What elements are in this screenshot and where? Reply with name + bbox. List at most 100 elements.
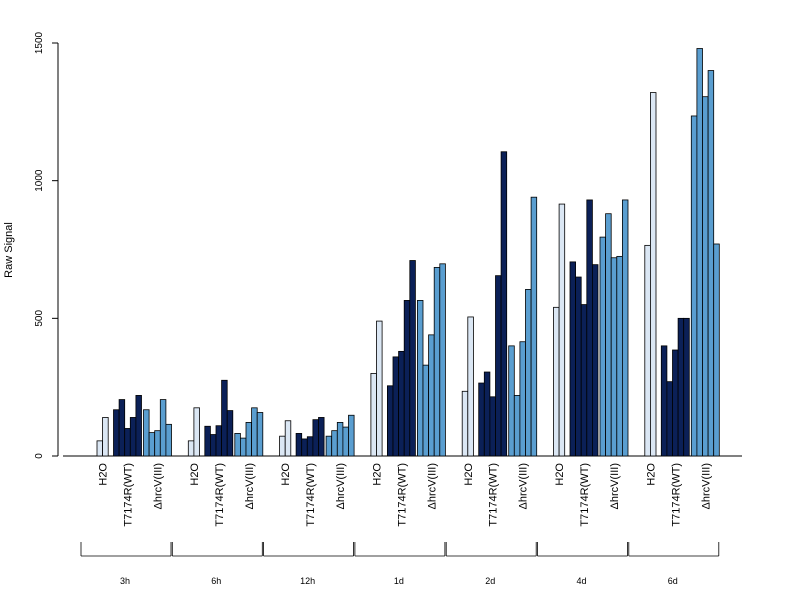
y-tick-label: 500	[34, 310, 45, 327]
bar	[428, 334, 435, 457]
bar	[256, 412, 264, 457]
condition-label: H2O	[463, 463, 475, 486]
condition-label: T7174R(WT)	[214, 463, 226, 527]
time-label: 2d	[485, 576, 495, 586]
bar	[96, 440, 103, 457]
bar	[403, 300, 411, 457]
condition-label: T7174R(WT)	[396, 463, 408, 527]
bar	[702, 96, 709, 457]
bar	[386, 385, 394, 457]
bar	[226, 410, 234, 457]
condition-label: H2O	[189, 463, 201, 486]
time-label: 4d	[576, 576, 586, 586]
time-label: 6h	[211, 576, 221, 586]
bar	[530, 196, 538, 457]
bar	[599, 236, 606, 457]
bar	[461, 390, 469, 457]
bar	[295, 433, 303, 457]
condition-label: H2O	[554, 463, 566, 486]
bar	[154, 430, 161, 457]
bar	[221, 379, 228, 457]
bar	[239, 437, 247, 457]
bar	[113, 409, 120, 457]
condition-label: T7174R(WT)	[123, 463, 135, 527]
y-axis-label: Raw Signal	[3, 222, 15, 278]
bar	[660, 345, 668, 457]
bar	[245, 422, 252, 457]
condition-label: ΔhrcV(III)	[426, 463, 438, 509]
condition-label: ΔhrcV(III)	[609, 463, 621, 509]
bar	[519, 341, 526, 457]
bar	[129, 417, 137, 457]
bar	[500, 151, 508, 457]
bar	[683, 317, 690, 457]
bar	[312, 419, 319, 457]
bar	[586, 199, 593, 457]
condition-label: T7174R(WT)	[579, 463, 591, 527]
bar	[644, 244, 651, 457]
bar	[592, 264, 599, 457]
bar	[318, 417, 325, 457]
bar	[525, 289, 532, 457]
bar	[478, 382, 485, 457]
bar	[569, 261, 576, 457]
labels-layer: 0 500 1000 1500 H2O T7174R(WT) ΔhrcV(III) 3h H2O…	[34, 31, 712, 586]
bar	[159, 399, 167, 457]
bar	[118, 399, 126, 457]
time-label: 3h	[120, 576, 130, 586]
time-label: 12h	[300, 576, 315, 586]
condition-label: ΔhrcV(III)	[700, 463, 712, 509]
bar	[416, 300, 424, 457]
bar	[193, 407, 200, 457]
bar	[124, 428, 131, 457]
condition-label: H2O	[645, 463, 657, 486]
bar	[148, 432, 156, 457]
bar	[508, 345, 515, 457]
bar	[433, 266, 441, 457]
bar	[558, 203, 566, 457]
bar	[575, 276, 582, 457]
bar	[483, 371, 491, 457]
y-tick-label: 1000	[34, 169, 45, 192]
bar	[580, 304, 588, 457]
bar	[650, 92, 657, 457]
condition-label: ΔhrcV(III)	[518, 463, 530, 509]
bar	[342, 426, 349, 457]
bar	[187, 440, 195, 457]
bar	[215, 425, 222, 457]
bar	[610, 257, 618, 457]
bar	[209, 434, 217, 457]
y-tick-label: 1500	[34, 31, 45, 54]
time-label: 1d	[394, 576, 404, 586]
y-tick-label: 0	[34, 453, 45, 459]
bar	[251, 407, 258, 457]
bar	[690, 115, 698, 457]
bar	[204, 425, 211, 457]
bar	[616, 255, 623, 457]
condition-label: ΔhrcV(III)	[153, 463, 165, 509]
bars-layer	[96, 48, 720, 457]
bar	[102, 417, 109, 457]
bar	[331, 430, 338, 457]
bar	[398, 350, 405, 457]
bar	[622, 199, 629, 457]
condition-label: ΔhrcV(III)	[244, 463, 256, 509]
bar	[392, 356, 399, 457]
bar	[467, 316, 474, 457]
bar	[489, 396, 496, 457]
bar	[513, 395, 521, 457]
bar	[301, 438, 308, 457]
bar	[376, 320, 383, 457]
condition-label: H2O	[372, 463, 384, 486]
bar	[336, 422, 344, 457]
bar	[666, 381, 673, 457]
bar	[707, 70, 715, 457]
condition-label: H2O	[280, 463, 292, 486]
bar	[370, 372, 377, 457]
bar	[135, 395, 142, 457]
bar	[672, 349, 679, 457]
bar	[279, 435, 286, 457]
bar	[409, 260, 416, 457]
